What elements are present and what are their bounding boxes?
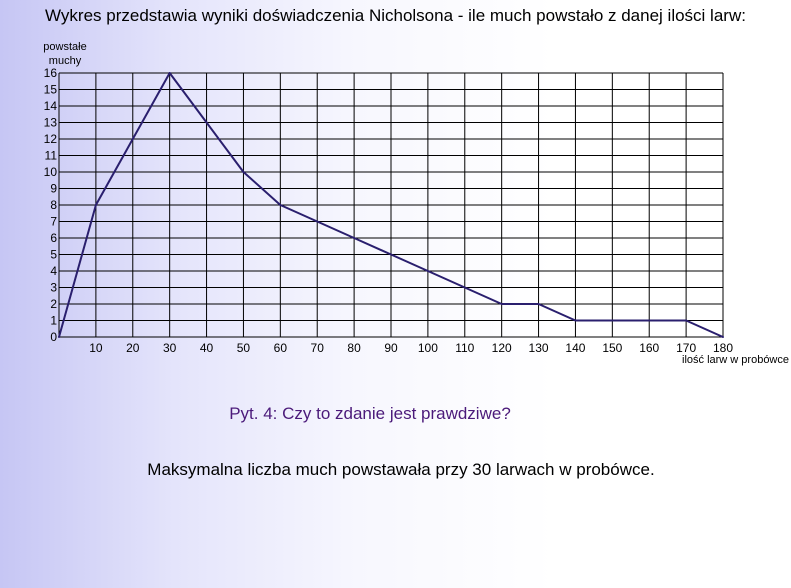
data-point-4 <box>242 171 245 173</box>
y-tick-label-6: 6 <box>50 231 57 245</box>
y-tick-label-7: 7 <box>50 215 57 229</box>
data-point-3 <box>205 121 208 124</box>
x-tick-label-14: 150 <box>602 341 622 355</box>
y-tick-label-8: 8 <box>50 198 57 212</box>
y-tick-label-9: 9 <box>50 182 57 196</box>
page-title: Wykres przedstawia wyniki doświadczenia … <box>45 6 746 25</box>
x-axis-ticks: 10 20 30 40 50 60 70 80 90 100 110 120 130 140 150 160 1… <box>89 341 733 355</box>
data-points <box>58 72 724 338</box>
x-tick-label-12: 130 <box>529 341 549 355</box>
y-tick-label-2: 2 <box>50 297 57 311</box>
data-point-7 <box>353 237 356 239</box>
y-tick-label-3: 3 <box>50 281 57 295</box>
data-point-17 <box>722 336 724 338</box>
y-tick-label-1: 1 <box>50 314 57 328</box>
y-tick-label-4: 4 <box>50 264 57 278</box>
x-tick-label-6: 70 <box>311 341 325 355</box>
question-label: Pyt. 4: Czy to zdanie jest prawdziwe? <box>229 404 511 423</box>
y-tick-label-14: 14 <box>44 99 58 113</box>
x-tick-label-15: 160 <box>639 341 659 355</box>
data-point-1 <box>94 204 97 206</box>
x-axis-label: ilość larw w probówce <box>682 354 789 366</box>
data-point-5 <box>279 204 282 206</box>
data-point-8 <box>390 253 392 256</box>
y-tick-label-15: 15 <box>44 83 58 97</box>
x-tick-label-3: 40 <box>200 341 214 355</box>
x-tick-label-10: 110 <box>455 341 474 355</box>
y-tick-label-0: 0 <box>50 330 57 344</box>
y-tick-label-10: 10 <box>44 165 58 179</box>
x-tick-label-1: 20 <box>126 341 140 355</box>
y-axis-label-line1: powstałe <box>43 41 86 53</box>
x-tick-label-17: 180 <box>713 341 733 355</box>
y-tick-label-13: 13 <box>44 116 58 130</box>
data-point-16 <box>685 319 688 322</box>
data-point-14 <box>611 319 614 322</box>
data-point-10 <box>463 286 466 289</box>
data-point-9 <box>426 270 429 272</box>
x-tick-label-4: 50 <box>237 341 251 355</box>
question-statement: Maksymalna liczba much powstawała przy 3… <box>147 460 655 479</box>
x-tick-label-8: 90 <box>384 341 398 355</box>
data-point-15 <box>648 319 651 322</box>
y-tick-label-16: 16 <box>44 66 58 80</box>
x-tick-label-13: 140 <box>565 341 585 355</box>
x-tick-label-5: 60 <box>274 341 288 355</box>
x-tick-label-16: 170 <box>676 341 696 355</box>
chart-grid <box>58 72 724 338</box>
data-point-12 <box>537 303 540 305</box>
data-point-2 <box>168 72 171 74</box>
x-tick-label-2: 30 <box>163 341 177 355</box>
y-axis-label-line2: muchy <box>49 55 82 67</box>
x-tick-label-11: 120 <box>492 341 512 355</box>
y-tick-label-12: 12 <box>44 132 58 146</box>
data-point-0 <box>58 336 60 338</box>
series-line <box>58 72 724 338</box>
x-tick-label-9: 100 <box>418 341 438 355</box>
data-point-11 <box>500 303 503 305</box>
y-tick-label-5: 5 <box>50 248 57 262</box>
x-tick-label-7: 80 <box>347 341 361 355</box>
y-tick-label-11: 11 <box>45 149 58 163</box>
data-point-13 <box>574 319 577 322</box>
data-point-6 <box>316 220 319 223</box>
x-tick-label-0: 10 <box>89 341 103 355</box>
